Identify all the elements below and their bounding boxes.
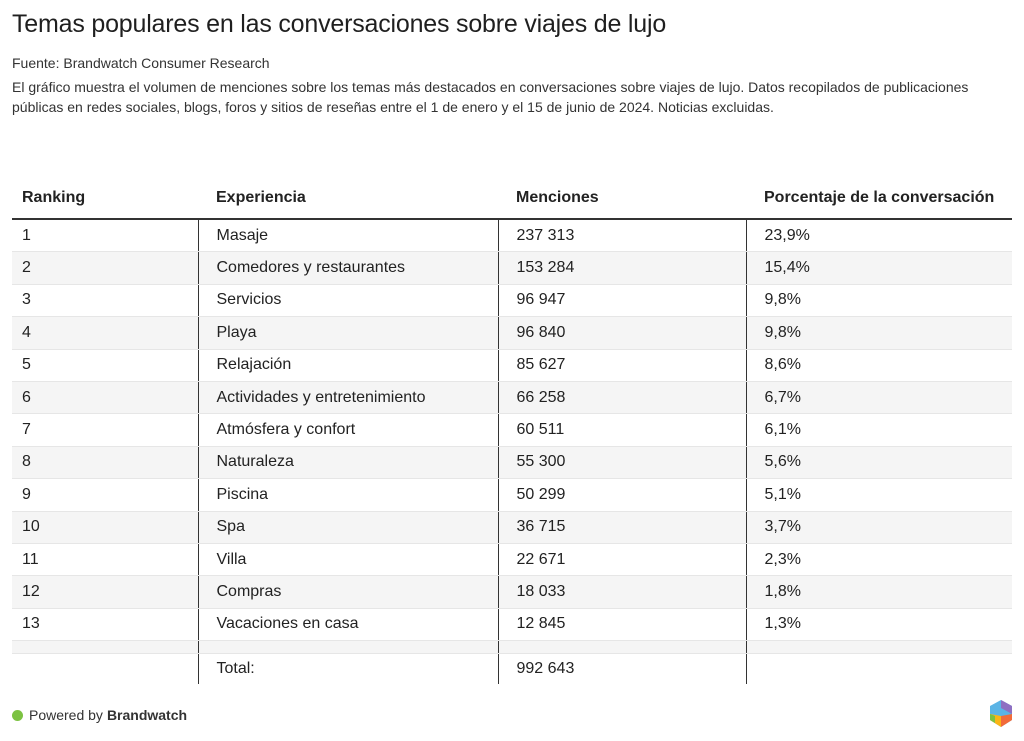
empty-cell	[12, 654, 198, 685]
cell-experiencia: Compras	[197, 575, 498, 609]
cell-menciones: 50 299	[497, 478, 746, 512]
cell-porcentaje: 1,8%	[745, 575, 1012, 609]
cell-menciones: 237 313	[497, 219, 746, 253]
footer: Powered by Brandwatch	[12, 707, 187, 723]
source: Fuente: Brandwatch Consumer Research	[12, 55, 270, 71]
brand-link[interactable]: Brandwatch	[106, 707, 188, 723]
cell-experiencia: Piscina	[197, 478, 498, 512]
page-title: Temas populares en las conversaciones so…	[12, 10, 667, 38]
table-row: 6 Actividades y entretenimiento 66 258 6,7%	[12, 381, 1012, 415]
table-row: 11 Villa 22 671 2,3%	[12, 543, 1012, 577]
topics-table: Ranking Experiencia Menciones Porcentaje…	[12, 160, 1012, 685]
powered-by: Powered by	[29, 707, 103, 723]
table-row: 4 Playa 96 840 9,8%	[12, 316, 1012, 350]
cell-porcentaje: 23,9%	[745, 219, 1012, 253]
cell-porcentaje: 1,3%	[745, 608, 1012, 642]
cell-porcentaje: 3,7%	[745, 511, 1012, 544]
cell-experiencia: Vacaciones en casa	[197, 608, 498, 642]
cell-menciones: 55 300	[497, 446, 746, 480]
cell-rank: 6	[12, 381, 198, 415]
description: El gráfico muestra el volumen de mencion…	[12, 79, 969, 115]
table-row: 3 Servicios 96 947 9,8%	[12, 284, 1012, 318]
cell-experiencia: Villa	[197, 543, 498, 577]
cell-menciones: 18 033	[497, 575, 746, 609]
total-label: Total:	[197, 653, 498, 685]
cell-menciones: 85 627	[497, 349, 746, 382]
table-row: 9 Piscina 50 299 5,1%	[12, 478, 1012, 512]
spacer-row	[12, 640, 1012, 655]
header-porcentaje: Porcentaje de la conversación	[746, 160, 1012, 220]
status-dot-icon	[12, 709, 23, 721]
cell-rank: 5	[12, 349, 198, 382]
cell-porcentaje: 15,4%	[745, 251, 1012, 285]
spacer-cell	[12, 640, 198, 655]
spacer-cell	[745, 640, 1012, 655]
table-row: 8 Naturaleza 55 300 5,6%	[12, 446, 1012, 480]
table-row: 7 Atmósfera y confort 60 511 6,1%	[12, 413, 1012, 447]
cell-experiencia: Comedores y restaurantes	[197, 251, 498, 285]
table-row: 5 Relajación 85 627 8,6%	[12, 349, 1012, 382]
cell-rank: 1	[12, 219, 198, 253]
cell-porcentaje: 2,3%	[745, 543, 1012, 577]
cell-experiencia: Atmósfera y confort	[197, 413, 498, 447]
cell-rank: 8	[12, 446, 198, 480]
empty-cell	[745, 653, 1012, 685]
cell-porcentaje: 9,8%	[745, 284, 1012, 318]
cell-experiencia: Relajación	[197, 349, 498, 382]
cell-menciones: 66 258	[497, 381, 746, 415]
cell-rank: 12	[12, 575, 198, 609]
cell-menciones: 12 845	[497, 608, 746, 642]
table-row: 1 Masaje 237 313 23,9%	[12, 219, 1012, 253]
cell-experiencia: Playa	[197, 316, 498, 350]
cell-menciones: 153 284	[497, 251, 746, 285]
cell-rank: 10	[12, 511, 198, 544]
cell-experiencia: Naturaleza	[197, 446, 498, 480]
cell-menciones: 36 715	[497, 511, 746, 544]
header-menciones: Menciones	[498, 160, 746, 220]
cell-experiencia: Actividades y entretenimiento	[197, 381, 498, 415]
spacer-cell	[497, 640, 746, 655]
total-value: 992 643	[497, 653, 746, 685]
cell-porcentaje: 8,6%	[745, 349, 1012, 382]
cell-porcentaje: 9,8%	[745, 316, 1012, 350]
cell-rank: 3	[12, 284, 198, 318]
total-row: Total: 992 643	[12, 653, 1012, 685]
table-row: 13 Vacaciones en casa 12 845 1,3%	[12, 608, 1012, 642]
cell-menciones: 96 840	[497, 316, 746, 350]
cell-rank: 11	[12, 543, 198, 577]
cell-porcentaje: 5,6%	[745, 446, 1012, 480]
cell-rank: 2	[12, 251, 198, 285]
cell-porcentaje: 6,7%	[745, 381, 1012, 415]
table-row: 10 Spa 36 715 3,7%	[12, 511, 1012, 544]
cell-menciones: 60 511	[497, 413, 746, 447]
table-row: 2 Comedores y restaurantes 153 284 15,4%	[12, 251, 1012, 285]
cell-menciones: 96 947	[497, 284, 746, 318]
spacer-cell	[197, 640, 498, 655]
cell-experiencia: Masaje	[197, 219, 498, 253]
cell-experiencia: Servicios	[197, 284, 498, 318]
cell-porcentaje: 5,1%	[745, 478, 1012, 512]
header-row: Ranking Experiencia Menciones Porcentaje…	[12, 160, 1012, 220]
brandwatch-logo-icon	[990, 700, 1012, 727]
cell-rank: 9	[12, 478, 198, 512]
header-experiencia: Experiencia	[198, 160, 498, 220]
cell-rank: 7	[12, 413, 198, 447]
cell-rank: 4	[12, 316, 198, 350]
table-row: 12 Compras 18 033 1,8%	[12, 575, 1012, 609]
header-ranking: Ranking	[12, 160, 198, 220]
cell-rank: 13	[12, 608, 198, 642]
cell-experiencia: Spa	[197, 511, 498, 544]
cell-menciones: 22 671	[497, 543, 746, 577]
cell-porcentaje: 6,1%	[745, 413, 1012, 447]
